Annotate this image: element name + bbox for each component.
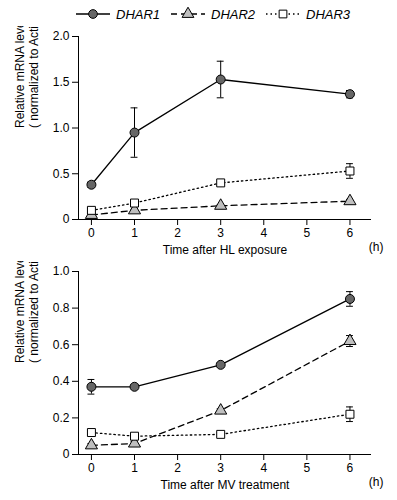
svg-text:0: 0	[88, 226, 95, 240]
svg-text:6: 6	[347, 226, 354, 240]
svg-text:1.5: 1.5	[53, 75, 70, 89]
svg-text:1.0: 1.0	[53, 121, 70, 135]
svg-text:5: 5	[304, 461, 311, 475]
svg-text:DHAR3: DHAR3	[306, 7, 351, 22]
svg-text:0.4: 0.4	[53, 374, 70, 388]
svg-text:Relative mRNA level( normalize: Relative mRNA level( normalized to Actin…	[13, 26, 41, 128]
svg-text:1: 1	[131, 461, 138, 475]
svg-text:0.6: 0.6	[53, 338, 70, 352]
svg-text:0.5: 0.5	[53, 167, 70, 181]
svg-text:4: 4	[260, 461, 267, 475]
svg-text:(h): (h)	[369, 240, 384, 254]
svg-text:0: 0	[63, 447, 70, 461]
svg-text:5: 5	[304, 226, 311, 240]
svg-text:Time after HL exposure: Time after HL exposure	[163, 243, 288, 257]
svg-text:DHAR2: DHAR2	[211, 7, 256, 22]
svg-text:4: 4	[260, 226, 267, 240]
svg-text:2: 2	[174, 461, 181, 475]
svg-text:0: 0	[63, 212, 70, 226]
svg-text:1.0: 1.0	[53, 264, 70, 278]
svg-text:0.8: 0.8	[53, 301, 70, 315]
svg-text:0.2: 0.2	[53, 411, 70, 425]
svg-text:(h): (h)	[369, 475, 384, 489]
svg-text:0: 0	[88, 461, 95, 475]
svg-text:Time after MV treatment: Time after MV treatment	[161, 478, 291, 492]
svg-text:2: 2	[174, 226, 181, 240]
svg-text:3: 3	[217, 226, 224, 240]
svg-text:2.0: 2.0	[53, 29, 70, 43]
svg-text:6: 6	[347, 461, 354, 475]
svg-text:Relative mRNA level( normalize: Relative mRNA level( normalized to Actin…	[13, 261, 41, 363]
svg-text:DHAR1: DHAR1	[116, 7, 160, 22]
svg-text:3: 3	[217, 461, 224, 475]
svg-text:1: 1	[131, 226, 138, 240]
